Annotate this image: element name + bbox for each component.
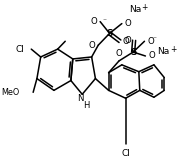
Text: O: O bbox=[116, 49, 122, 58]
Text: Na: Na bbox=[157, 47, 169, 56]
Text: O: O bbox=[123, 37, 129, 46]
Text: Cl: Cl bbox=[16, 45, 25, 54]
Text: S: S bbox=[106, 29, 113, 38]
Text: O: O bbox=[91, 17, 97, 26]
Text: H: H bbox=[83, 101, 89, 110]
Text: Na: Na bbox=[129, 5, 141, 14]
Text: +: + bbox=[170, 45, 176, 54]
Text: O: O bbox=[125, 19, 132, 28]
Text: ⁻: ⁻ bbox=[152, 35, 156, 44]
Text: Cl: Cl bbox=[121, 149, 130, 158]
Text: N: N bbox=[77, 94, 84, 103]
Text: O: O bbox=[148, 52, 155, 60]
Text: O: O bbox=[124, 36, 131, 45]
Text: S: S bbox=[130, 48, 136, 56]
Text: O: O bbox=[89, 41, 95, 50]
Text: +: + bbox=[142, 3, 148, 12]
Text: ⁻: ⁻ bbox=[102, 16, 106, 25]
Text: MeO: MeO bbox=[2, 88, 20, 97]
Text: O: O bbox=[147, 37, 154, 46]
